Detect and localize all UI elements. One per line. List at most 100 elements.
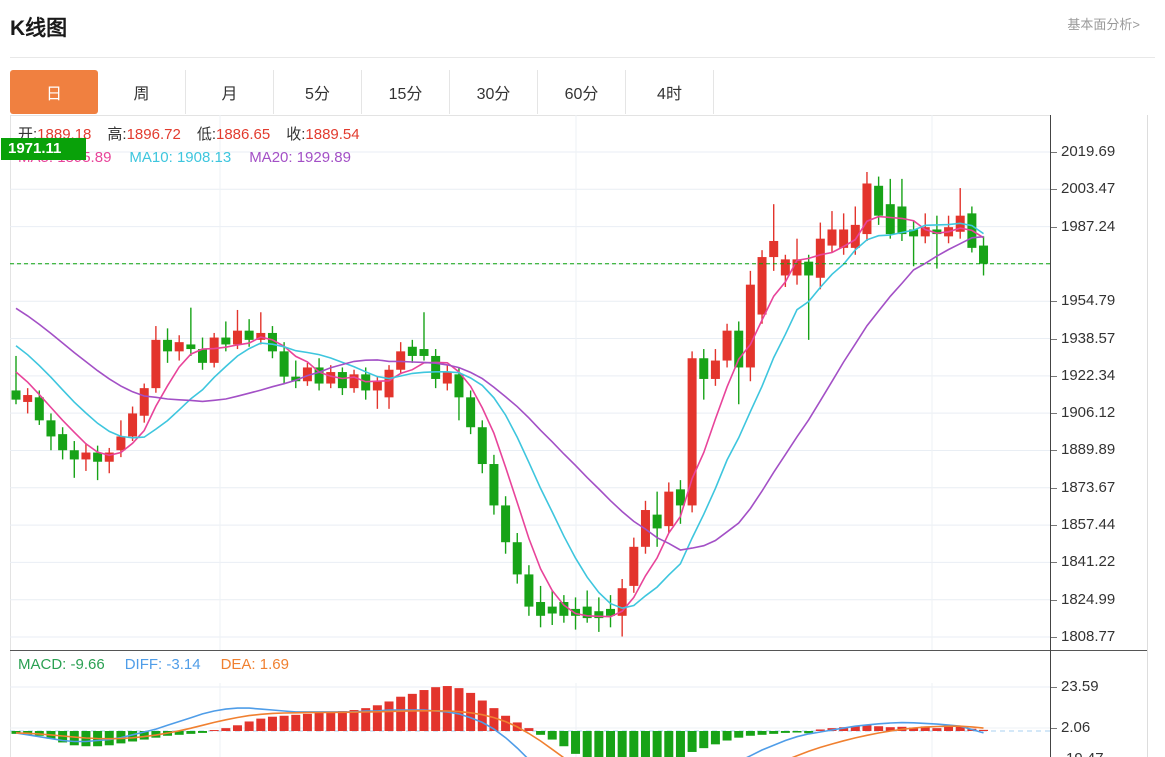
diff-line [15,707,984,757]
macd-bar [431,687,441,731]
macd-bar [594,731,604,757]
candle [314,358,324,391]
candle [34,390,44,425]
macd-bar [454,688,464,731]
macd-bar [186,731,196,734]
candle [710,349,720,386]
tab-15分[interactable]: 15分 [362,70,450,114]
macd-bar [396,696,406,731]
macd-bar [582,731,592,757]
macd-bar [571,731,581,754]
macd-bar [734,731,744,738]
candle [116,420,126,458]
macd-bar [862,724,872,731]
macd-bar [932,728,942,731]
ma5-line [15,215,984,618]
macd-value-readout: MACD: -9.66 [18,656,105,673]
main-chart-svg[interactable] [10,115,1050,650]
close-value: 1889.54 [305,126,360,143]
candle [862,171,872,241]
title-divider [10,57,1155,58]
candle [431,349,441,389]
candle [384,365,394,409]
candle [256,312,266,345]
macd-bar [337,710,347,731]
macd-bar [244,721,254,731]
macd-bar [209,730,219,732]
price-axis: 2019.69 2003.47 1987.24 1954.79 1938.57 1922.… [1050,115,1148,757]
candle [302,362,312,386]
macd-bar [466,692,476,731]
candle [291,360,301,389]
macd-bar [850,726,860,731]
candle [466,390,476,435]
macd-bar [979,729,989,731]
close-label: 收: [286,126,306,143]
candle [419,312,429,361]
macd-bar [524,728,534,731]
page-title: K线图 [10,17,68,40]
macd-bar [606,731,616,757]
candle [372,376,382,409]
candle [722,323,732,368]
tab-月[interactable]: 月 [186,70,274,114]
tab-4时[interactable]: 4时 [626,70,714,114]
macd-bar [232,725,242,731]
fundamental-analysis-link[interactable]: 基本面分析> [1067,17,1140,32]
macd-bar [256,718,266,731]
candle [699,349,709,400]
macd-bar [547,731,557,740]
macd-bar [955,726,965,731]
candle [69,441,79,478]
macd-bar [722,731,732,741]
macd-bar [675,731,685,757]
candle [396,342,406,375]
candle [629,537,639,593]
macd-bar [314,712,324,731]
macd-bar [687,731,697,752]
macd-bar [291,714,301,731]
macd-bar [617,731,627,757]
candle [687,351,697,513]
ma10-readout: MA10: 1908.13 [129,149,232,166]
candle [885,178,895,239]
macd-bar [279,715,289,731]
macd-bar [640,731,650,757]
macd-bar [699,731,709,749]
macd-bar [267,716,277,731]
candle [454,367,464,421]
candle [477,420,487,474]
macd-bar [885,727,895,731]
macd-tick-label: -19.47 [1051,750,1104,757]
tab-5分[interactable]: 5分 [274,70,362,114]
candle [407,339,417,363]
dea-value-readout: DEA: 1.69 [220,656,289,673]
price-tick-label: 1938.57 [1051,330,1115,348]
candle [559,595,569,623]
macd-bar [442,686,452,731]
candle [815,222,825,290]
candle [955,188,965,239]
tab-30分[interactable]: 30分 [450,70,538,114]
tab-60分[interactable]: 60分 [538,70,626,114]
macd-bar [128,731,138,742]
tab-日[interactable]: 日 [10,70,98,114]
macd-chart-svg[interactable] [10,683,1050,757]
candle [174,335,184,361]
macd-bar [559,731,569,747]
price-tick-label: 2003.47 [1051,180,1115,198]
macd-bar [815,729,825,731]
ma20-line [15,235,984,551]
candle [524,565,534,616]
pane-divider [10,650,1148,651]
candle [279,342,289,384]
candle [232,309,242,350]
macd-tick-label: 23.59 [1051,678,1099,696]
candle [501,496,511,554]
candle [769,204,779,271]
candle [209,332,219,368]
candle [536,585,546,628]
candle [850,206,860,255]
tab-周[interactable]: 周 [98,70,186,114]
